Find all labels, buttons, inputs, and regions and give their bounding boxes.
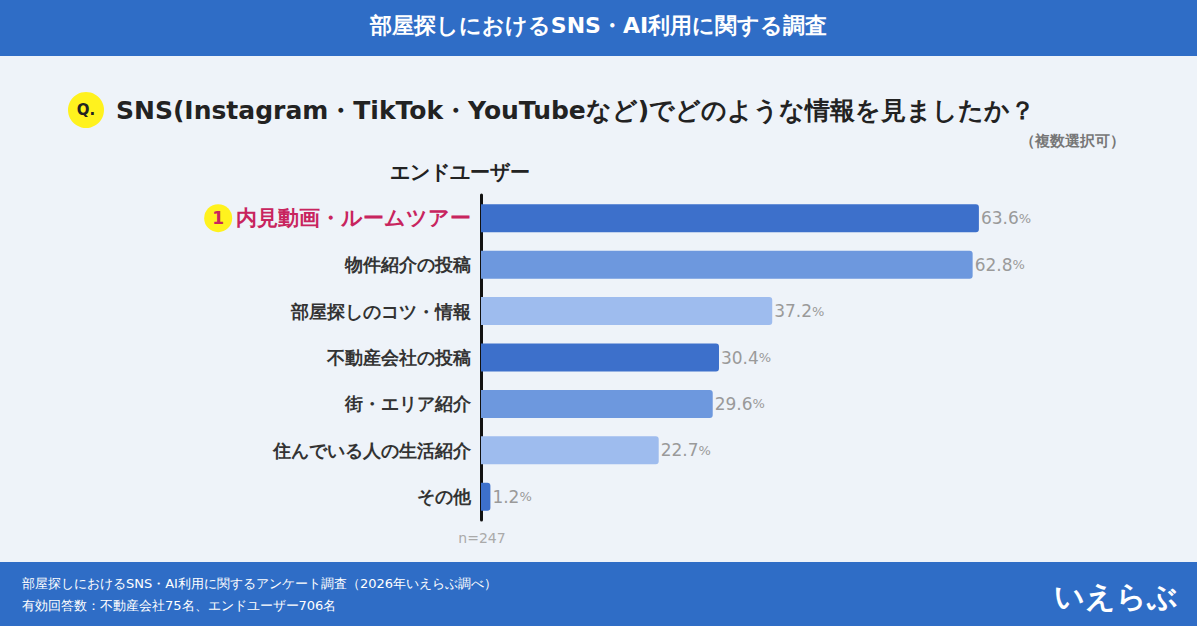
svg-text:%: % — [1019, 211, 1031, 226]
svg-text:エンドユーザー: エンドユーザー — [390, 160, 530, 184]
svg-text:住んでいる人の生活紹介: 住んでいる人の生活紹介 — [272, 440, 472, 461]
svg-text:部屋探しにおけるSNS・AI利用に関するアンケート調査（20: 部屋探しにおけるSNS・AI利用に関するアンケート調査（2026年いえらぶ調べ） — [22, 576, 497, 591]
svg-text:街・エリア紹介: 街・エリア紹介 — [344, 393, 472, 414]
svg-text:%: % — [812, 304, 824, 319]
svg-text:部屋探しにおけるSNS・AI利用に関する調査: 部屋探しにおけるSNS・AI利用に関する調査 — [369, 13, 827, 38]
svg-text:（複数選択可）: （複数選択可） — [1020, 132, 1125, 150]
svg-text:%: % — [699, 443, 711, 458]
svg-text:63.6: 63.6 — [981, 208, 1019, 228]
svg-text:62.8: 62.8 — [975, 255, 1013, 275]
svg-text:37.2: 37.2 — [774, 301, 812, 321]
svg-text:内見動画・ルームツアー: 内見動画・ルームツアー — [236, 206, 471, 230]
svg-text:部屋探しのコツ・情報: 部屋探しのコツ・情報 — [290, 301, 472, 322]
svg-text:%: % — [759, 350, 771, 365]
svg-text:1: 1 — [212, 208, 224, 228]
svg-text:%: % — [753, 396, 765, 411]
svg-text:30.4: 30.4 — [721, 348, 759, 368]
svg-text:有効回答数：不動産会社75名、エンドユーザー706名: 有効回答数：不動産会社75名、エンドユーザー706名 — [22, 598, 336, 613]
svg-text:%: % — [519, 489, 531, 504]
svg-text:22.7: 22.7 — [661, 440, 699, 460]
svg-text:その他: その他 — [417, 486, 472, 507]
svg-text:不動産会社の投稿: 不動産会社の投稿 — [326, 347, 471, 368]
svg-text:物件紹介の投稿: 物件紹介の投稿 — [344, 254, 471, 275]
svg-text:いえらぶ: いえらぶ — [1054, 579, 1178, 614]
svg-text:%: % — [1012, 257, 1024, 272]
svg-text:n=247: n=247 — [458, 530, 505, 546]
svg-text:SNS(Instagram・TikTok・YouTubeなど: SNS(Instagram・TikTok・YouTubeなど)でどのような情報を… — [116, 96, 1035, 125]
svg-text:1.2: 1.2 — [492, 487, 519, 507]
svg-text:Q.: Q. — [77, 101, 95, 119]
svg-text:29.6: 29.6 — [715, 394, 753, 414]
